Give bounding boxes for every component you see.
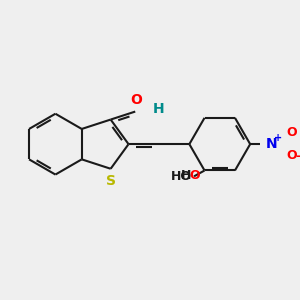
Text: +: + — [274, 133, 283, 143]
Text: H: H — [181, 169, 192, 182]
Text: O: O — [286, 149, 297, 162]
Text: -: - — [296, 150, 300, 163]
Text: HO: HO — [171, 170, 192, 183]
Text: H: H — [153, 102, 165, 116]
Text: S: S — [106, 174, 116, 188]
Text: O: O — [189, 169, 200, 182]
Text: O: O — [286, 126, 297, 139]
Text: O: O — [130, 93, 142, 107]
Text: N: N — [266, 137, 277, 151]
